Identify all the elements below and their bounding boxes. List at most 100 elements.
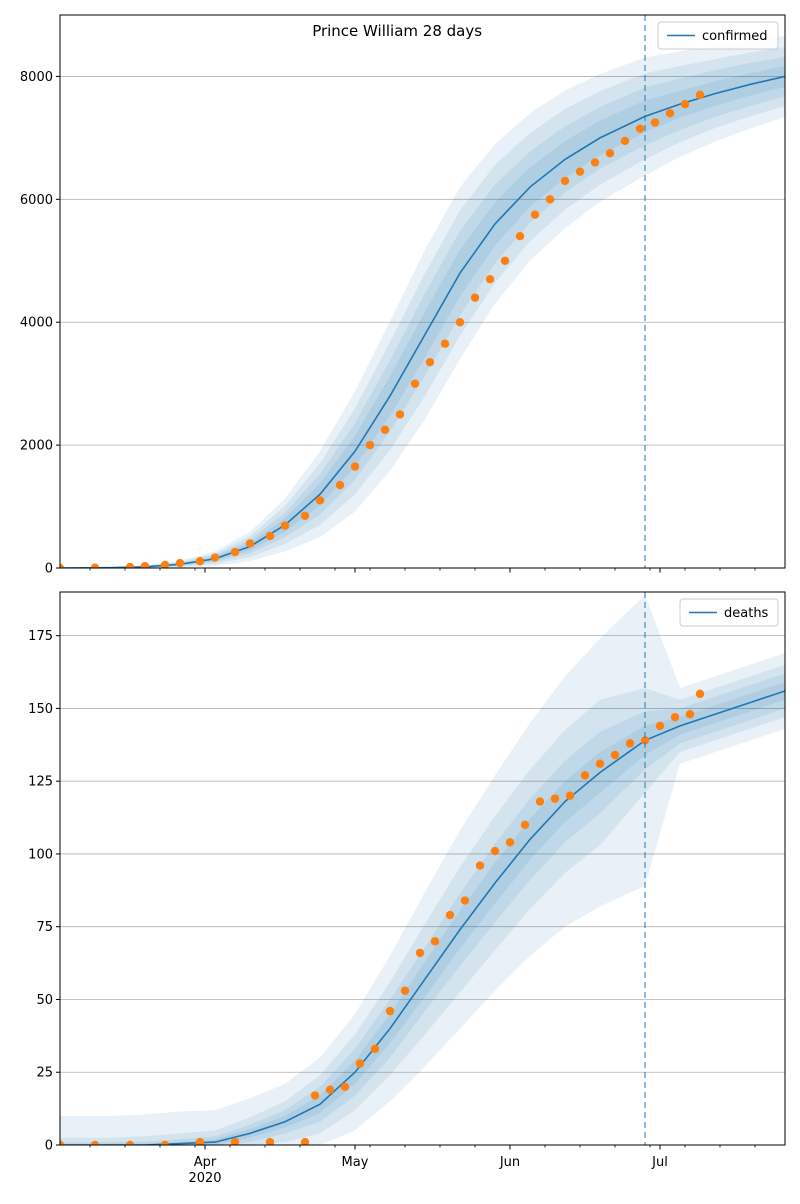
- observed-point: [230, 1137, 240, 1145]
- y-tick-label: 25: [36, 1066, 53, 1081]
- observed-point: [530, 210, 540, 219]
- observed-point: [310, 1091, 320, 1100]
- x-tick-label: Jul: [651, 1155, 668, 1170]
- model-series-line: [60, 75, 785, 568]
- plot-area: [60, 35, 785, 568]
- x-tick-sublabel: 2020: [188, 1171, 221, 1186]
- observed-point: [460, 896, 470, 905]
- observed-point: [365, 440, 375, 450]
- observed-point: [695, 90, 705, 100]
- uncertainty-band-4: [60, 594, 785, 1145]
- uncertainty-band-2: [60, 673, 785, 1145]
- observed-point: [640, 736, 650, 745]
- y-tick-label: 50: [36, 993, 53, 1008]
- y-tick-label: 0: [45, 562, 53, 577]
- observed-point: [620, 136, 630, 146]
- y-tick-label: 2000: [20, 439, 53, 454]
- observed-point: [485, 275, 495, 284]
- chart-title: Prince William 28 days: [312, 22, 482, 40]
- observed-point: [90, 563, 100, 568]
- axes-frame: [59, 14, 786, 569]
- observed-point: [565, 791, 575, 800]
- y-tick-label: 8000: [20, 70, 53, 85]
- observed-point: [650, 118, 660, 127]
- observed-point: [280, 521, 290, 530]
- legend-label: deaths: [724, 606, 769, 621]
- observed-point: [380, 425, 390, 434]
- observed-point: [505, 838, 515, 847]
- observed-point: [635, 124, 645, 133]
- observed-point: [325, 1085, 335, 1094]
- observed-point: [685, 710, 695, 719]
- observed-point: [445, 910, 455, 920]
- observed-point: [140, 561, 150, 568]
- axes-frame: [59, 591, 786, 1146]
- observed-point: [160, 1140, 170, 1145]
- observed-point: [440, 339, 450, 348]
- observed-point: [60, 1140, 65, 1145]
- observed-point: [625, 739, 635, 748]
- observed-point: [265, 1137, 275, 1145]
- observed-point: [340, 1082, 350, 1091]
- observed-point: [300, 1137, 310, 1145]
- legend: confirmed: [657, 21, 779, 50]
- observed-point: [315, 496, 325, 505]
- uncertainty-band-2: [60, 56, 785, 568]
- observed-point: [425, 357, 435, 367]
- observed-point: [160, 560, 170, 568]
- observed-point: [125, 562, 135, 568]
- x-tick-label: May: [342, 1155, 369, 1170]
- y-tick-label: 0: [45, 1139, 53, 1154]
- observed-point: [595, 759, 605, 768]
- observed-point: [520, 820, 530, 830]
- observed-point: [590, 158, 600, 167]
- observed-point: [605, 149, 615, 158]
- y-tick-label: 175: [28, 629, 53, 644]
- uncertainty-band-1: [60, 65, 785, 568]
- observed-point: [90, 1140, 100, 1145]
- observed-point: [230, 547, 240, 557]
- observed-point: [550, 794, 560, 803]
- confirmed-panel: 0 2000 4000 6000 8000 Prince William 28 days c…: [20, 14, 786, 577]
- observed-point: [385, 1006, 395, 1016]
- observed-point: [670, 712, 680, 722]
- observed-point: [350, 462, 360, 471]
- observed-point: [665, 109, 675, 118]
- observed-point: [560, 176, 570, 186]
- uncertainty-band-3: [60, 46, 785, 568]
- observed-point: [515, 232, 525, 241]
- observed-point: [400, 986, 410, 995]
- observed-point: [455, 318, 465, 327]
- plot-area: [60, 594, 785, 1145]
- y-tick-label: 75: [36, 920, 53, 935]
- uncertainty-band-4: [60, 35, 785, 568]
- observed-point: [245, 539, 255, 548]
- legend-label: confirmed: [702, 29, 768, 44]
- observed-point: [410, 379, 420, 388]
- y-tick-label: 150: [28, 702, 53, 717]
- legend: deaths: [679, 598, 779, 627]
- observed-point: [415, 948, 425, 958]
- observed-point: [490, 846, 500, 856]
- legend-box: [657, 21, 779, 50]
- observed-point: [195, 1137, 205, 1145]
- y-tick-label: 4000: [20, 316, 53, 331]
- observed-point: [500, 256, 510, 265]
- observed-point: [175, 558, 185, 568]
- observed-point: [545, 195, 555, 204]
- uncertainty-band-3: [60, 664, 785, 1145]
- observed-point: [580, 771, 590, 780]
- x-tick-label: Apr: [194, 1155, 217, 1170]
- observed-point: [335, 480, 345, 490]
- observed-point: [655, 721, 665, 731]
- legend-box: [679, 598, 779, 627]
- observed-point: [575, 167, 585, 176]
- observed-point: [60, 563, 65, 568]
- y-tick-label: 125: [28, 775, 53, 790]
- y-tick-label: 6000: [20, 193, 53, 208]
- y-tick-label: 100: [28, 847, 53, 862]
- observed-point: [680, 99, 690, 109]
- observed-point: [470, 293, 480, 302]
